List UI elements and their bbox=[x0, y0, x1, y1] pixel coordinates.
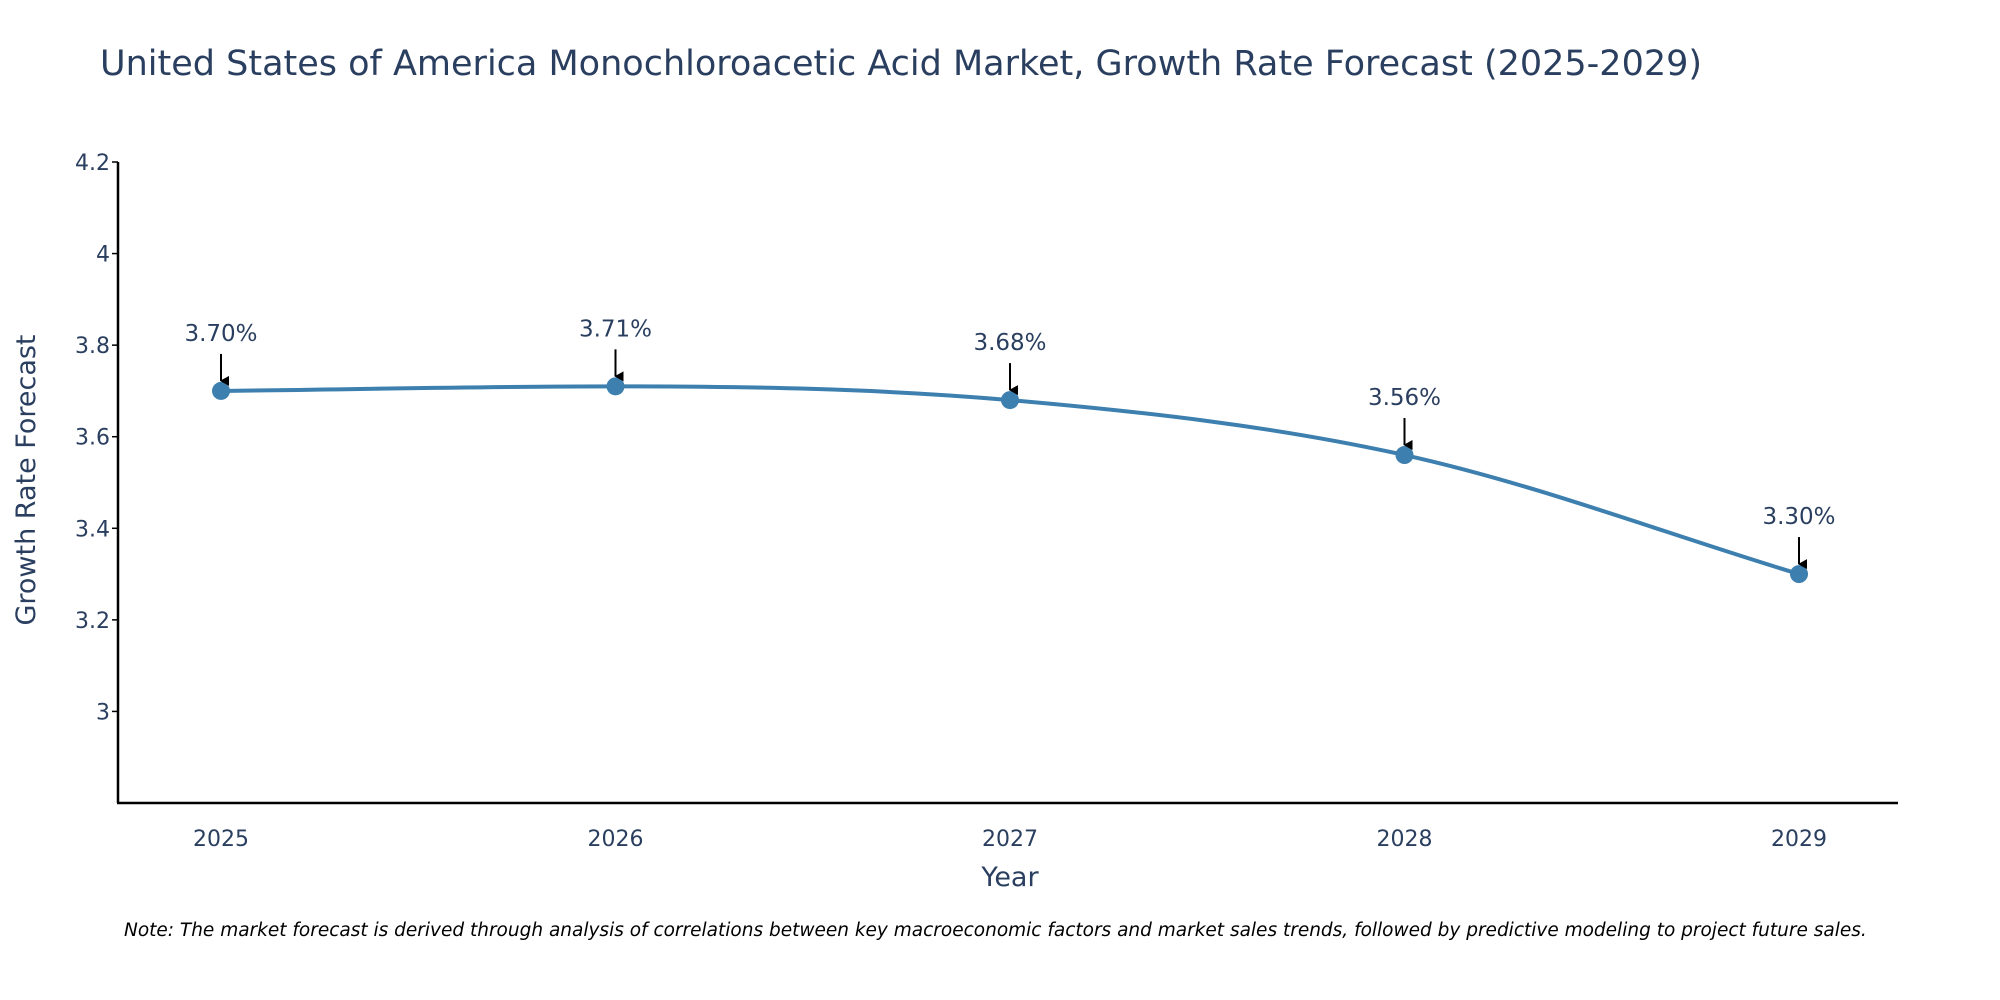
data-point bbox=[1001, 391, 1019, 410]
y-axis-title: Growth Rate Forecast bbox=[11, 334, 42, 625]
y-tick-label: 3 bbox=[96, 700, 110, 725]
series-line bbox=[220, 384, 1800, 576]
x-tick-label: 2025 bbox=[193, 827, 249, 852]
y-tick-label: 4 bbox=[96, 243, 110, 268]
data-point bbox=[212, 381, 230, 400]
series-layer bbox=[212, 377, 1808, 584]
annotations: 3.70% 3.71% 3.68% 3.56% 3.30% bbox=[184, 316, 1836, 570]
y-tick-label: 3.6 bbox=[75, 426, 110, 451]
data-label: 3.68% bbox=[973, 330, 1046, 356]
chart-title: United States of America Monochloroaceti… bbox=[100, 44, 1703, 84]
x-tick-label: 2029 bbox=[1771, 827, 1827, 852]
data-label: 3.71% bbox=[579, 316, 652, 342]
y-tick-label: 3.4 bbox=[75, 517, 110, 542]
x-axis-title: Year bbox=[980, 862, 1039, 893]
x-tick-label: 2028 bbox=[1377, 827, 1433, 852]
x-tick-label: 2027 bbox=[982, 827, 1038, 852]
data-label: 3.70% bbox=[184, 321, 257, 347]
data-point bbox=[1790, 565, 1808, 584]
y-tick-label: 4.2 bbox=[75, 151, 110, 176]
axes: 3 3.2 3.4 3.6 3.8 4 4.2 2025 2026 2027 2028 2029 bbox=[75, 151, 1898, 852]
footnote: Note: The market forecast is derived thr… bbox=[124, 920, 1867, 941]
data-point bbox=[606, 377, 625, 396]
data-point bbox=[1395, 446, 1414, 465]
y-tick-label: 3.8 bbox=[75, 334, 110, 359]
x-tick-label: 2026 bbox=[588, 827, 644, 852]
y-tick-label: 3.2 bbox=[75, 609, 110, 634]
data-label: 3.56% bbox=[1368, 385, 1441, 411]
data-label: 3.30% bbox=[1762, 504, 1835, 530]
